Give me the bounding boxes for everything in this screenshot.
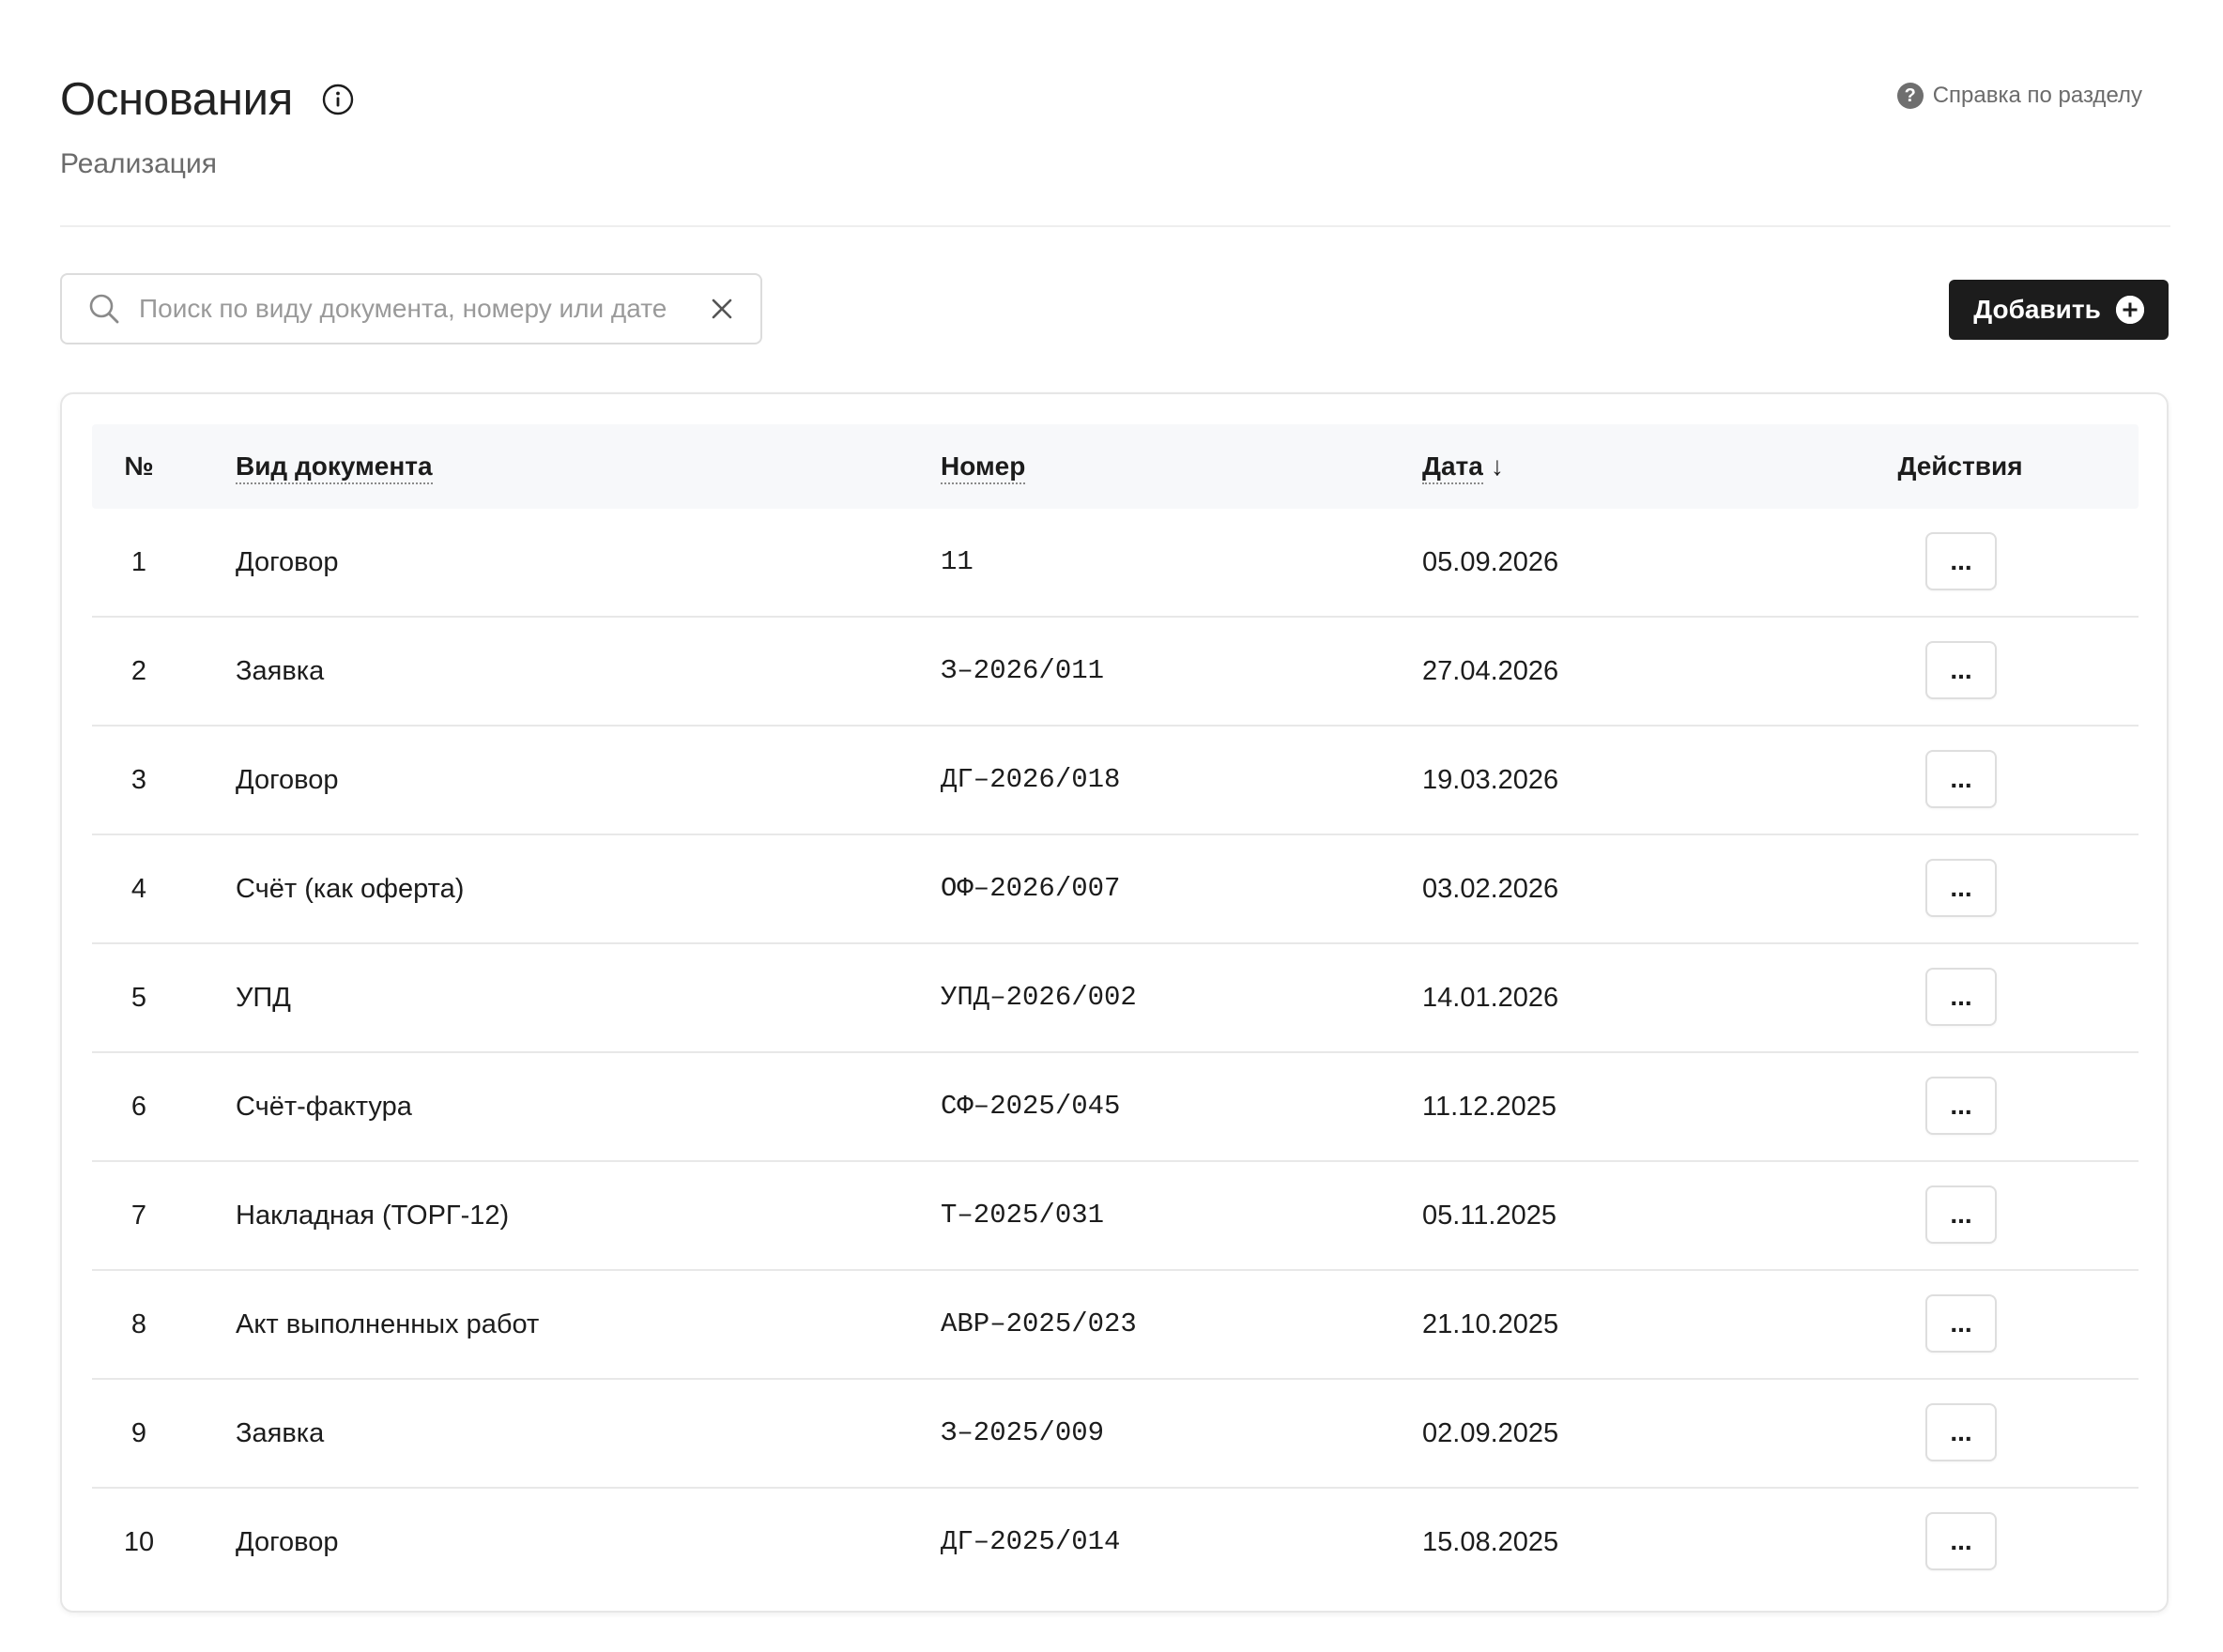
row-num: 6 xyxy=(130,1092,147,1122)
search-box xyxy=(60,273,762,344)
row-date: 21.10.2025 xyxy=(1422,1309,1559,1339)
row-actions-button[interactable]: ... xyxy=(1925,532,1997,590)
column-header-date[interactable]: Дата ↓ xyxy=(1422,424,1504,509)
column-header-actions: Действия xyxy=(1897,451,2023,481)
table-row: 3 Договор ДГ–2026/018 19.03.2026 ... xyxy=(92,727,2139,835)
row-type: Заявка xyxy=(236,656,325,686)
row-num: 4 xyxy=(130,874,147,904)
page-header: Основания Реализация ? Справка по раздел… xyxy=(60,56,2170,227)
help-link[interactable]: ? Справка по разделу xyxy=(1896,83,2142,109)
row-actions-button[interactable]: ... xyxy=(1925,641,1997,699)
table-row: 10 Договор ДГ–2025/014 15.08.2025 ... xyxy=(92,1489,2139,1596)
row-type: Договор xyxy=(236,547,339,577)
row-date: 05.11.2025 xyxy=(1422,1201,1556,1231)
row-actions-button[interactable]: ... xyxy=(1925,1403,1997,1461)
row-date: 15.08.2025 xyxy=(1422,1527,1559,1557)
row-num: 9 xyxy=(130,1418,147,1448)
row-type: Договор xyxy=(236,765,339,795)
plus-circle-icon xyxy=(2115,296,2144,324)
table-row: 4 Счёт (как оферта) ОФ–2026/007 03.02.20… xyxy=(92,835,2139,944)
table-row: 7 Накладная (ТОРГ-12) Т–2025/031 05.11.2… xyxy=(92,1162,2139,1271)
row-date: 14.01.2026 xyxy=(1422,983,1559,1013)
row-actions-button[interactable]: ... xyxy=(1925,1294,1997,1353)
table-row: 5 УПД УПД–2026/002 14.01.2026 ... xyxy=(92,944,2139,1053)
row-number: СФ–2025/045 xyxy=(941,1091,1121,1122)
column-header-date-label: Дата xyxy=(1422,451,1483,484)
row-number: 11 xyxy=(941,546,974,577)
row-num: 10 xyxy=(123,1527,155,1557)
table-row: 8 Акт выполненных работ АВР–2025/023 21.… xyxy=(92,1271,2139,1380)
search-icon xyxy=(88,293,120,325)
row-actions-button[interactable]: ... xyxy=(1925,1512,1997,1570)
row-number: ДГ–2026/018 xyxy=(941,764,1121,795)
row-number: Т–2025/031 xyxy=(941,1200,1105,1231)
row-num: 1 xyxy=(130,547,147,577)
row-number: ОФ–2026/007 xyxy=(941,873,1121,904)
question-icon: ? xyxy=(1896,83,1924,109)
row-number: ДГ–2025/014 xyxy=(941,1526,1121,1557)
add-button-label: Добавить xyxy=(1973,295,2101,324)
row-actions-button[interactable]: ... xyxy=(1925,1185,1997,1244)
documents-table: № Вид документа Номер Дата ↓ Действия 1 Д… xyxy=(92,424,2139,1596)
column-header-num: № xyxy=(124,451,154,481)
row-number: АВР–2025/023 xyxy=(941,1308,1137,1339)
row-number: З–2026/011 xyxy=(941,655,1105,686)
table-body: 1 Договор 11 05.09.2026 ... 2 Заявка З–2… xyxy=(92,509,2139,1596)
row-actions-button[interactable]: ... xyxy=(1925,750,1997,808)
title-row: Основания xyxy=(60,66,355,133)
row-num: 5 xyxy=(130,983,147,1013)
search-input[interactable] xyxy=(137,293,685,325)
row-date: 19.03.2026 xyxy=(1422,765,1559,795)
page-title: Основания xyxy=(60,74,293,125)
table-header: № Вид документа Номер Дата ↓ Действия xyxy=(92,424,2139,509)
sort-arrow-down-icon: ↓ xyxy=(1490,451,1504,481)
page-subtitle: Реализация xyxy=(60,148,217,179)
table-row: 1 Договор 11 05.09.2026 ... xyxy=(92,509,2139,618)
row-type: Договор xyxy=(236,1527,339,1557)
column-header-number[interactable]: Номер xyxy=(941,424,1026,509)
table-row: 6 Счёт-фактура СФ–2025/045 11.12.2025 ..… xyxy=(92,1053,2139,1162)
row-date: 05.09.2026 xyxy=(1422,547,1559,577)
row-type: Накладная (ТОРГ-12) xyxy=(236,1201,510,1231)
row-date: 27.04.2026 xyxy=(1422,656,1559,686)
add-button[interactable]: Добавить xyxy=(1949,280,2169,340)
row-date: 03.02.2026 xyxy=(1422,874,1559,904)
documents-card: № Вид документа Номер Дата ↓ Действия 1 Д… xyxy=(60,392,2169,1613)
column-header-type-label: Вид документа xyxy=(236,451,433,484)
row-type: Акт выполненных работ xyxy=(236,1309,540,1339)
row-actions-button[interactable]: ... xyxy=(1925,859,1997,917)
info-icon[interactable] xyxy=(321,83,355,116)
help-link-label: Справка по разделу xyxy=(1932,83,2142,108)
column-header-type[interactable]: Вид документа xyxy=(236,424,433,509)
row-num: 8 xyxy=(130,1309,147,1339)
row-date: 02.09.2025 xyxy=(1422,1418,1559,1448)
row-date: 11.12.2025 xyxy=(1422,1092,1556,1122)
row-num: 2 xyxy=(130,656,147,686)
column-header-number-label: Номер xyxy=(941,451,1026,484)
row-actions-button[interactable]: ... xyxy=(1925,1077,1997,1135)
row-number: З–2025/009 xyxy=(941,1417,1105,1448)
row-num: 7 xyxy=(130,1201,147,1231)
row-num: 3 xyxy=(130,765,147,795)
row-number: УПД–2026/002 xyxy=(941,982,1137,1013)
row-type: Счёт (как оферта) xyxy=(236,874,465,904)
row-type: Счёт-фактура xyxy=(236,1092,412,1122)
row-type: УПД xyxy=(236,983,291,1013)
table-row: 9 Заявка З–2025/009 02.09.2025 ... xyxy=(92,1380,2139,1489)
table-row: 2 Заявка З–2026/011 27.04.2026 ... xyxy=(92,618,2139,727)
close-icon[interactable] xyxy=(710,297,734,321)
row-actions-button[interactable]: ... xyxy=(1925,968,1997,1026)
row-type: Заявка xyxy=(236,1418,325,1448)
